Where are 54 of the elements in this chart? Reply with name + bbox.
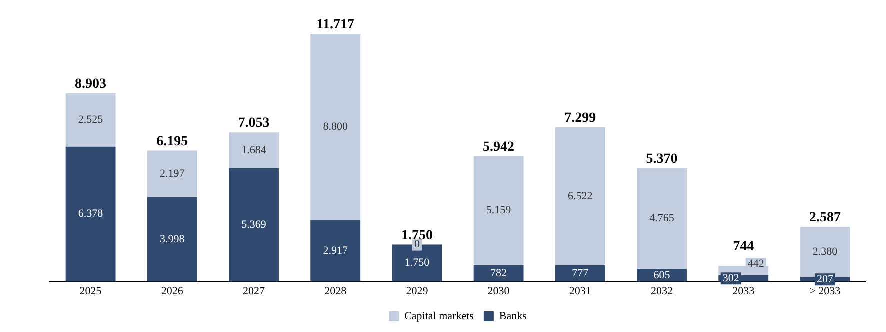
x-tick-label: > 2033	[810, 285, 842, 298]
bar	[555, 127, 606, 266]
bar	[147, 150, 198, 198]
data-label: 2.380	[812, 246, 838, 258]
x-tick-label: 2027	[243, 285, 266, 298]
x-tick-label: 2025	[80, 285, 102, 298]
x-tick-label: 2028	[324, 285, 348, 298]
data-label: 2.525	[78, 114, 104, 126]
x-tick-label: 2031	[569, 285, 592, 298]
data-label: 5.369	[242, 218, 267, 231]
total-label: 7.299	[564, 111, 596, 126]
x-tick-label: 2030	[488, 285, 510, 298]
data-label: 3.998	[160, 233, 186, 246]
bar	[637, 168, 687, 270]
total-label: 11.717	[316, 18, 354, 33]
bar	[474, 156, 524, 266]
total-label: 5.370	[646, 152, 678, 167]
legend-label: Banks	[499, 310, 527, 322]
x-tick-label: 2026	[161, 285, 184, 298]
data-label: 5.159	[486, 204, 512, 217]
bar	[66, 94, 116, 147]
data-label: 207	[816, 274, 834, 286]
bar	[229, 132, 279, 168]
data-label: 605	[654, 269, 671, 282]
total-label: 5.942	[483, 140, 515, 155]
bar	[229, 168, 279, 282]
legend-label: Capital markets	[404, 310, 474, 322]
data-label: 2.917	[323, 244, 348, 257]
data-label: 782	[490, 267, 508, 280]
total-label: 2.587	[809, 210, 841, 226]
bar	[555, 265, 606, 282]
x-tick-label: 2032	[651, 285, 673, 298]
data-label: 6.522	[568, 190, 593, 202]
x-tick-label: 2033	[732, 285, 756, 298]
bar	[310, 34, 361, 220]
data-label: 0	[414, 238, 420, 251]
data-label: 442	[748, 258, 764, 270]
data-label: 1.684	[242, 144, 267, 156]
bar	[66, 146, 116, 282]
data-label: 8.800	[323, 120, 348, 133]
data-label: 4.765	[650, 212, 675, 225]
bar	[310, 220, 361, 282]
total-label: 744	[733, 240, 754, 255]
x-tick-label: 2029	[406, 285, 429, 298]
data-label: 1.750	[404, 257, 430, 270]
data-label: 777	[572, 267, 590, 280]
data-label: 6.378	[78, 208, 104, 220]
bar	[147, 197, 198, 282]
total-label: 6.195	[156, 134, 188, 150]
total-label: 7.053	[238, 116, 270, 132]
bar	[474, 265, 524, 282]
total-label: 8.903	[75, 77, 107, 92]
data-label: 2.197	[160, 168, 186, 180]
data-label: 302	[722, 272, 740, 284]
